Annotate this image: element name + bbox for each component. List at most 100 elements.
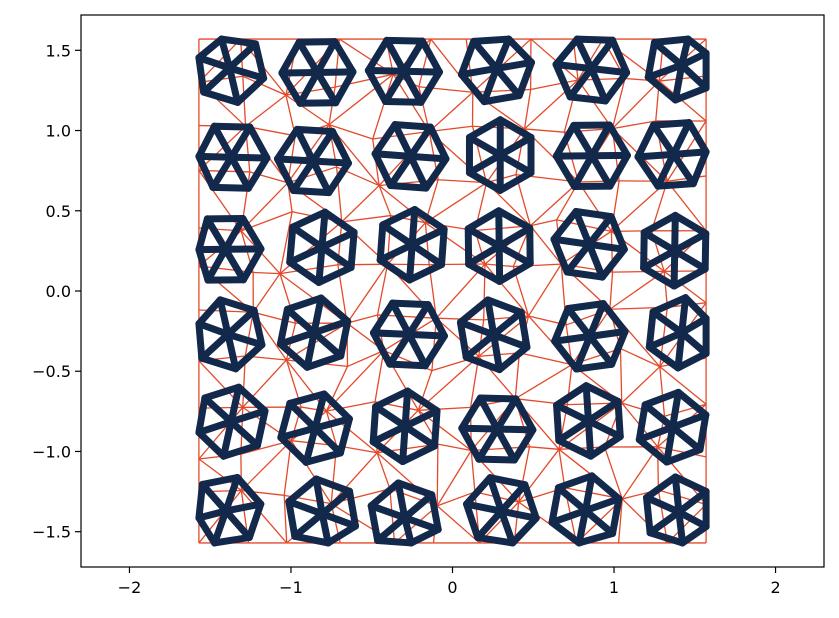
mesh-edge: [529, 446, 560, 450]
thick-edge: [274, 155, 317, 165]
thick-edge: [490, 331, 504, 374]
thick-edge: [689, 148, 710, 188]
mesh-edge: [242, 76, 247, 127]
mesh-edge: [240, 490, 288, 544]
thick-edge: [283, 294, 325, 313]
thick-edge: [405, 301, 432, 338]
thick-edge: [456, 318, 470, 361]
thick-edge: [582, 382, 622, 405]
mesh-edge: [425, 182, 487, 224]
thick-edge: [317, 294, 352, 325]
thick-edge: [484, 296, 525, 316]
thick-cluster: [285, 475, 359, 547]
thick-edge: [285, 475, 320, 506]
thick-edge: [427, 123, 450, 163]
thick-edge: [310, 294, 325, 337]
thick-cluster: [552, 35, 631, 105]
thick-edge: [418, 37, 443, 76]
thick-cluster: [369, 387, 441, 466]
mesh-edge: [619, 348, 623, 403]
thick-edge: [302, 449, 344, 466]
thick-edge: [406, 241, 416, 284]
mesh-edge: [519, 352, 573, 366]
thick-edge: [417, 68, 443, 106]
thick-edge: [252, 40, 268, 82]
thick-cluster: [551, 300, 629, 373]
thick-edge: [226, 40, 260, 72]
thick-edge: [465, 133, 504, 159]
thick-edge: [551, 332, 594, 345]
thick-edge: [227, 153, 252, 192]
thick-edge: [276, 305, 291, 348]
mesh-edge: [325, 410, 338, 446]
thick-edge: [289, 157, 317, 194]
mesh-edge: [435, 263, 486, 319]
thick-edge: [276, 329, 318, 348]
thick-edge: [486, 474, 529, 489]
x-tick-label: −2: [118, 578, 142, 597]
thick-edge: [457, 37, 478, 79]
mesh-edge: [372, 73, 394, 140]
mesh-edge: [287, 166, 337, 184]
thick-edge: [575, 529, 617, 547]
thick-edge: [566, 65, 595, 101]
thick-edge: [209, 153, 235, 191]
mesh-edge: [198, 38, 242, 83]
thick-edge: [310, 317, 352, 337]
thick-edge: [400, 37, 426, 75]
thick-edge: [408, 206, 419, 249]
thick-edge: [286, 243, 326, 266]
mesh-edge: [524, 128, 565, 133]
mesh-edge: [428, 91, 474, 132]
y-tick-label: 1.5: [46, 41, 71, 60]
mesh-edge: [418, 406, 471, 411]
thick-edge: [572, 360, 616, 373]
thick-edge: [495, 207, 534, 232]
thick-edge: [646, 508, 683, 537]
thick-cluster: [464, 207, 534, 285]
thick-edge: [669, 411, 710, 431]
thick-edge: [332, 68, 357, 107]
thick-cluster: [195, 35, 268, 106]
thick-edge: [644, 61, 686, 81]
thick-edge: [551, 337, 580, 373]
mesh-edge: [523, 89, 532, 130]
thick-edge: [407, 152, 450, 163]
thick-edge: [674, 350, 710, 372]
thick-edge: [599, 300, 629, 336]
thick-edge: [457, 71, 488, 106]
thick-edge: [407, 123, 435, 160]
thick-edge: [367, 479, 402, 510]
mesh-edge: [438, 179, 487, 184]
thick-cluster: [286, 208, 358, 286]
thick-edge: [582, 382, 592, 425]
mesh-edge: [253, 271, 280, 275]
thick-edge: [643, 494, 654, 537]
thick-edge: [195, 54, 234, 72]
thick-edge: [572, 208, 615, 221]
thick-edge: [387, 152, 415, 190]
mesh-edge: [604, 446, 623, 500]
thick-edge: [486, 474, 505, 515]
thick-edge: [286, 399, 319, 432]
thick-edge: [227, 123, 254, 161]
y-tick-label: −0.5: [32, 362, 71, 381]
thick-edge: [581, 472, 596, 515]
thick-cluster: [550, 208, 628, 281]
thick-edge: [701, 230, 710, 273]
thick-edge: [552, 121, 578, 160]
thick-edge: [493, 425, 518, 464]
axes-frame: [80, 14, 825, 568]
thick-edge: [209, 183, 252, 192]
thick-edge: [641, 388, 682, 409]
thick-edge: [400, 67, 443, 76]
thick-edge: [644, 38, 659, 81]
thick-edge: [227, 153, 271, 162]
thick-edge: [586, 300, 607, 340]
thick-edge: [548, 484, 562, 526]
thick-edge: [654, 150, 677, 190]
thick-edge: [296, 99, 340, 107]
thick-edge: [296, 68, 321, 107]
thick-edge: [678, 294, 690, 337]
thick-edge: [573, 35, 595, 73]
